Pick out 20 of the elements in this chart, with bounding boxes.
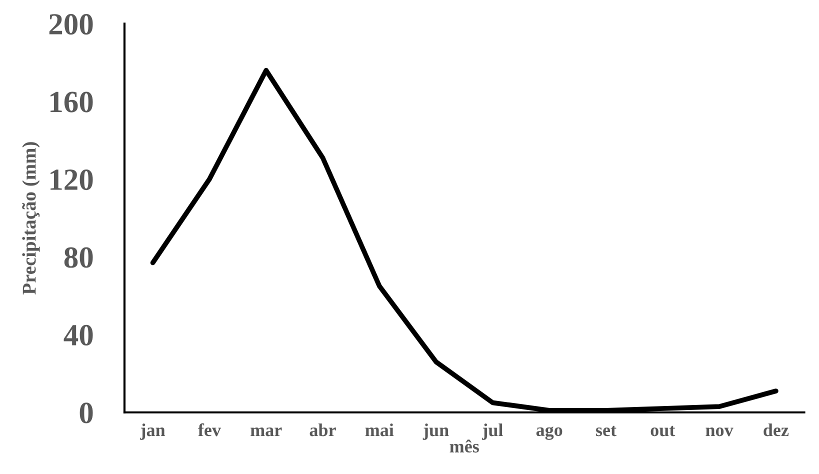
y-tick-label: 80 [64,247,93,268]
x-tick-label: dez [764,423,789,436]
x-tick-label: ago [536,426,562,440]
x-tick-label: jul [482,423,503,440]
x-tick-label: abr [310,423,336,436]
x-tick-label: mar [250,427,282,436]
x-tick-label: fev [198,423,221,436]
y-tick-label: 0 [80,402,93,424]
x-tick-label: jan [140,423,166,440]
x-tick-label: jun [422,423,449,440]
y-tick-label: 160 [50,92,93,112]
y-tick-label: 40 [64,324,93,346]
x-tick-label: set [596,426,616,436]
x-axis-title: mês [450,440,479,453]
y-axis-title: Precipitação (mm) [22,142,40,294]
y-tick-label: 120 [50,169,93,190]
y-tick-label: 200 [49,14,93,35]
x-tick-label: mai [365,423,394,436]
x-tick-label: nov [706,428,734,436]
x-tick-label: out [650,426,676,436]
